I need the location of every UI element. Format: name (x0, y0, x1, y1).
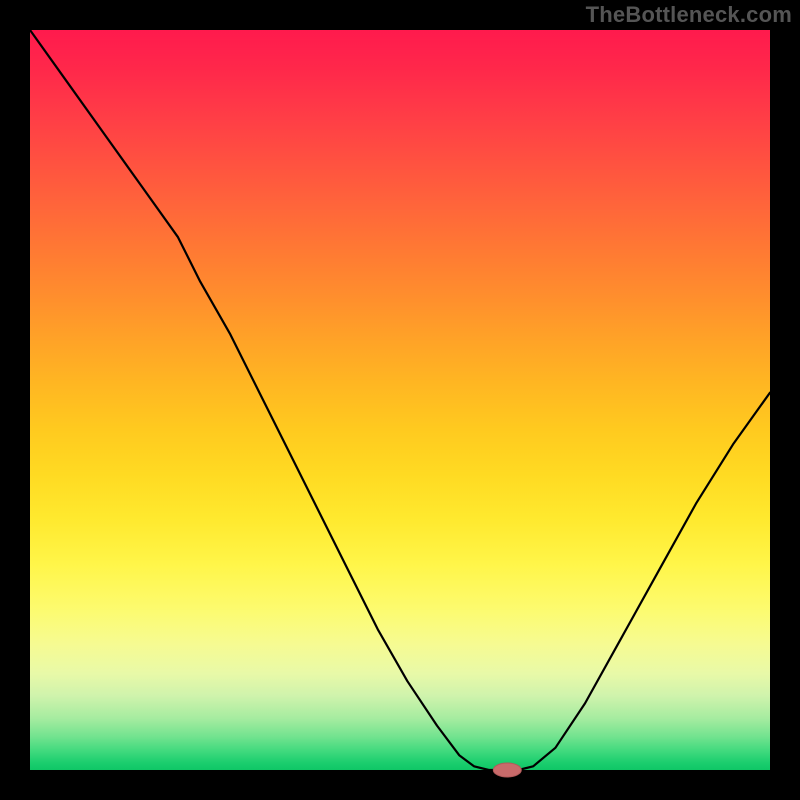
minimum-marker (493, 763, 521, 777)
chart-frame: TheBottleneck.com (0, 0, 800, 800)
watermark-text: TheBottleneck.com (586, 2, 792, 28)
plot-area (30, 30, 770, 770)
bottleneck-chart (0, 0, 800, 800)
